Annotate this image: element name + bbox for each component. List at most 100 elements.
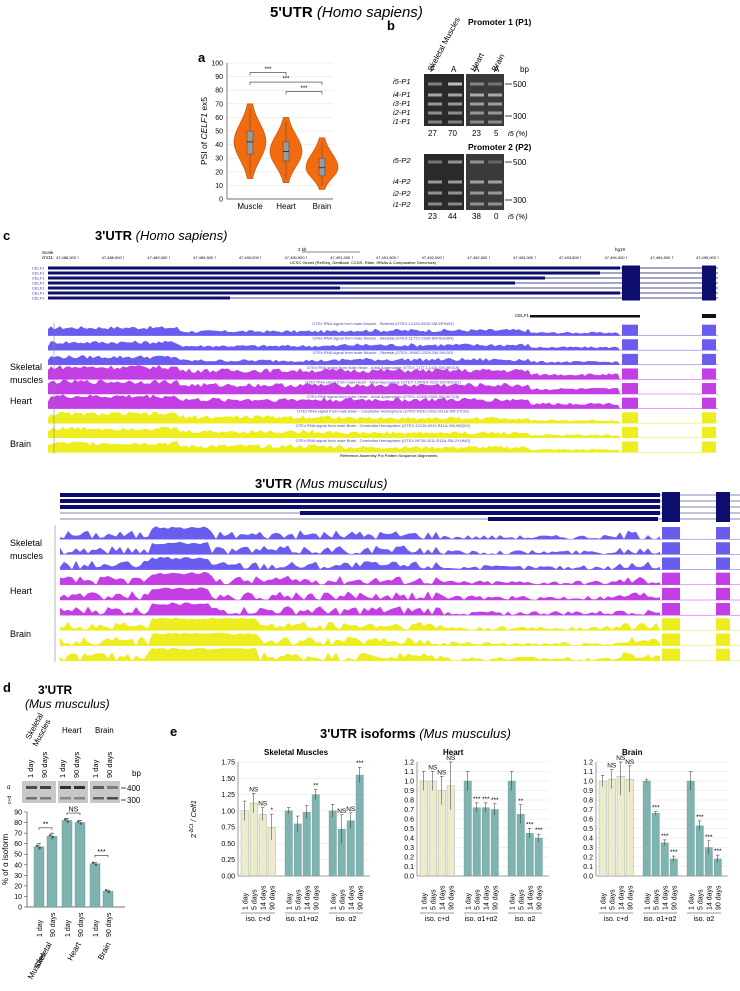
gel-band (60, 797, 71, 800)
x-tick-label: 1 day (689, 892, 696, 910)
gel-band (448, 93, 462, 97)
signal-track (48, 411, 620, 424)
chart-title: Skeletal Muscles (264, 748, 329, 757)
signal-peak (622, 353, 638, 365)
group-label: iso. α1+α2 (465, 916, 498, 923)
y-tick-label: 0.5 (583, 826, 593, 833)
gel-band (448, 120, 462, 124)
y-tick-label: 60 (14, 841, 22, 848)
data-point (35, 844, 39, 848)
y-tick-label: 0.7 (404, 807, 414, 814)
y-tick-label: 0.50 (221, 841, 235, 848)
signal-peak (702, 441, 716, 453)
genome-browser-mouse: Skeletal muscles Heart Brain (10, 492, 740, 662)
y-tick-label: 70 (14, 831, 22, 838)
x-tick-label: Brain (313, 202, 332, 211)
bar (102, 890, 114, 908)
band-label: i2-P2 (393, 189, 411, 198)
gel-band (448, 180, 462, 184)
gene-exon (622, 290, 640, 296)
signal-peak (662, 648, 680, 661)
data-point (76, 820, 80, 823)
gene-name: CELF1 (32, 266, 45, 271)
track-label: GTEx RNA signal from male Brain - Cerebe… (297, 409, 470, 414)
signal-peak (716, 557, 730, 570)
signal-peak (622, 426, 638, 438)
gel-band (488, 93, 502, 97)
title-3utr-human: 3'UTR (Homo sapiens) (95, 228, 227, 243)
signal-peak (702, 339, 716, 351)
isoform-mark-cd: c+d (7, 796, 13, 804)
gel-image (466, 74, 504, 126)
significance-label: *** (535, 827, 543, 834)
signal-peak (702, 397, 716, 409)
y-tick-label: 0.4 (404, 836, 414, 843)
significance-label: ** (43, 821, 49, 828)
track-label: GTEx RNA signal from male Muscle - Skele… (313, 350, 454, 355)
x-tick-label: 5 days (296, 889, 303, 910)
y-tick-label: 0.5 (404, 826, 414, 833)
signal-peak (662, 618, 680, 631)
y-tick-label: 0.6 (404, 817, 414, 824)
gel-band (428, 202, 442, 206)
significance-bracket (38, 827, 53, 830)
signal-track (60, 602, 660, 616)
y-tick-label: 0.0 (404, 874, 414, 881)
gene-name: CELF1 (32, 271, 45, 276)
bar (46, 836, 58, 908)
x-tick-label: Muscle (237, 202, 263, 211)
y-tick-label: 1.1 (404, 769, 414, 776)
scale-bar-label: 2 kb (298, 247, 307, 252)
bar (89, 863, 101, 908)
panel-label-e: e (170, 724, 177, 739)
bar (660, 842, 669, 877)
group-label: iso. c+d (604, 916, 628, 923)
y-tick-label: 10 (14, 894, 22, 901)
track-label: GTEx RNA signal from male Brain - Cerebe… (296, 438, 471, 443)
y-tick-label: 80 (14, 820, 22, 827)
celf1-label: CELF1 (515, 313, 530, 318)
bar (74, 822, 86, 908)
gel-band (470, 93, 484, 97)
data-point (51, 836, 55, 839)
signal-track (60, 648, 660, 661)
y-tick-label: 0.1 (583, 864, 593, 871)
percent-value: 5 (494, 129, 499, 138)
percent-label: i5 (%) (508, 129, 528, 138)
iqr-box (318, 157, 326, 177)
gene-exon (622, 280, 640, 286)
signal-peak (702, 368, 716, 380)
x-tick-label: 1 day (93, 919, 100, 937)
genome-label: hg19 (615, 247, 626, 252)
x-tick-label: 90 days (106, 912, 113, 937)
gene-exon (662, 492, 680, 498)
gene-exon-utr (48, 286, 340, 290)
x-tick-label: 90 days (672, 885, 679, 910)
significance-label: NS (346, 806, 356, 813)
bp-label: bp (520, 65, 529, 74)
x-tick-label: 90 days (628, 885, 635, 910)
y-tick-label: 0.2 (583, 855, 593, 862)
significance-label: NS (446, 755, 456, 762)
coord-label: 47,494,500 (650, 255, 671, 260)
track-label: GTEx RNA signal from male Muscle - Skele… (312, 321, 454, 326)
gel-band (93, 786, 104, 789)
bar (472, 807, 481, 877)
significance-label: NS (249, 786, 259, 793)
genome-browser-human: Scale chr11: 2 kb hg19 47,488,000 47,488,… (10, 247, 719, 458)
x-tick-label: 90 days (449, 885, 456, 910)
gel-promoter2: Promoter 2 (P2) 500 300 i5-P2 i4-P2 i2-P… (393, 142, 531, 221)
signal-peak (622, 339, 638, 351)
data-point (38, 846, 42, 850)
x-tick-label: 14 days (528, 885, 535, 910)
panel-d-title: 3'UTR (38, 683, 73, 697)
percent-value: 23 (428, 212, 437, 221)
signal-peak (716, 542, 730, 555)
y-tick-label: 1.00 (221, 808, 235, 815)
coord-label: 47,492,000 (422, 255, 443, 260)
signal-peak (702, 412, 716, 424)
y-axis-label: % of α isoform (1, 834, 10, 886)
gene-name: CELF1 (32, 281, 45, 286)
y-tick-label: 0.3 (583, 845, 593, 852)
bar (490, 809, 499, 877)
